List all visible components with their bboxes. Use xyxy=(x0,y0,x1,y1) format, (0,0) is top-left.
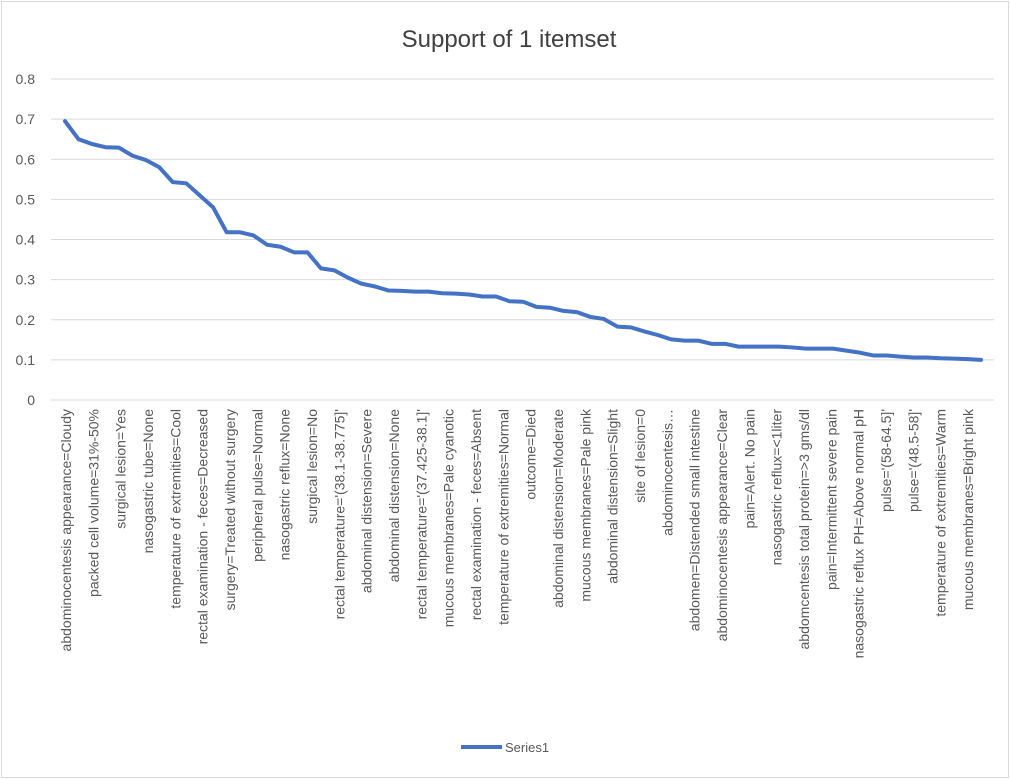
x-tick-label: outcome=Died xyxy=(523,409,539,500)
series-layer xyxy=(63,119,983,362)
x-tick-label: temperature of extremities=Warm xyxy=(933,409,949,617)
x-tick-label: rectal temperature='(38.1-38.775]' xyxy=(331,409,347,619)
legend: Series1 xyxy=(461,740,549,755)
x-tick-label: abdominal distension=None xyxy=(386,409,402,582)
y-tick-label: 0.3 xyxy=(16,272,36,288)
x-tick-label: pain=Alert. No pain xyxy=(741,409,757,528)
x-tick-label: rectal examination - feces=Decreased xyxy=(195,409,211,644)
y-tick-label: 0.1 xyxy=(16,352,36,368)
x-tick-label: abdominal distension=Moderate xyxy=(550,409,566,608)
x-tick-label: rectal examination - feces=Absent xyxy=(468,409,484,620)
x-tick-label: surgical lesion=No xyxy=(304,409,320,524)
x-tick-label: abdominocentesis appearance=Clear xyxy=(714,409,730,642)
x-tick-label: abdominocentesis appearance=Cloudy xyxy=(58,409,74,651)
x-tick-label: pain=Intermittent severe pain xyxy=(823,409,839,590)
x-tick-label: pulse='(58-64.5]' xyxy=(878,409,894,512)
x-tick-label: temperature of extremities=Cool xyxy=(167,409,183,609)
x-tick-label: peripheral pulse=Normal xyxy=(249,409,265,562)
x-tick-label: packed cell volume=31%-50% xyxy=(85,409,101,597)
gridlines xyxy=(51,78,994,401)
x-tick-label: abdominal distension=Severe xyxy=(359,409,375,593)
x-tick-label: mucous membranes=Pale pink xyxy=(577,408,593,602)
x-tick-label: nasogastric tube=None xyxy=(140,409,156,554)
y-tick-label: 0.8 xyxy=(16,71,36,87)
x-tick-label: mucous membranes=Bright pink xyxy=(960,408,976,610)
legend-label: Series1 xyxy=(505,740,549,755)
x-tick-label: surgery=Treated without surgery xyxy=(222,409,238,610)
y-tick-label: 0.4 xyxy=(16,232,36,248)
x-tick-label: abdomcentesis total protein=>3 gms/dl xyxy=(796,409,812,649)
y-tick-label: 0.7 xyxy=(16,111,36,127)
x-tick-label: mucous membranes=Pale cyanotic xyxy=(441,409,457,627)
y-axis-ticks: 0 0.1 0.2 0.3 0.4 0.5 0.6 0.7 0.8 xyxy=(16,71,36,408)
y-tick-label: 0 xyxy=(27,392,35,408)
chart-title: Support of 1 itemset xyxy=(402,26,617,53)
x-tick-label: abdomen=Distended small intestine xyxy=(687,409,703,631)
x-tick-label: rectal temperature='(37.425-38.1]' xyxy=(413,409,429,619)
x-tick-label: site of lesion=0 xyxy=(632,409,648,503)
x-tick-label: pulse='(48.5-58]' xyxy=(905,409,921,512)
x-tick-label: nasogastric reflux PH=Above normal pH xyxy=(851,409,867,658)
series-line xyxy=(63,119,983,362)
y-tick-label: 0.5 xyxy=(16,191,36,207)
x-tick-label: abdominal distension=Slight xyxy=(605,409,621,584)
x-tick-label: temperature of extremities=Normal xyxy=(495,409,511,625)
x-axis-ticks: abdominocentesis appearance=Cloudy packed… xyxy=(58,408,976,658)
x-tick-label: nasogastric reflux=<1liter xyxy=(769,409,785,566)
x-tick-label: abdominocentesis… xyxy=(659,409,675,536)
x-tick-label: nasogastric reflux=None xyxy=(277,409,293,561)
y-tick-label: 0.2 xyxy=(16,312,36,328)
x-tick-label: surgical lesion=Yes xyxy=(113,409,129,529)
y-tick-label: 0.6 xyxy=(16,151,36,167)
